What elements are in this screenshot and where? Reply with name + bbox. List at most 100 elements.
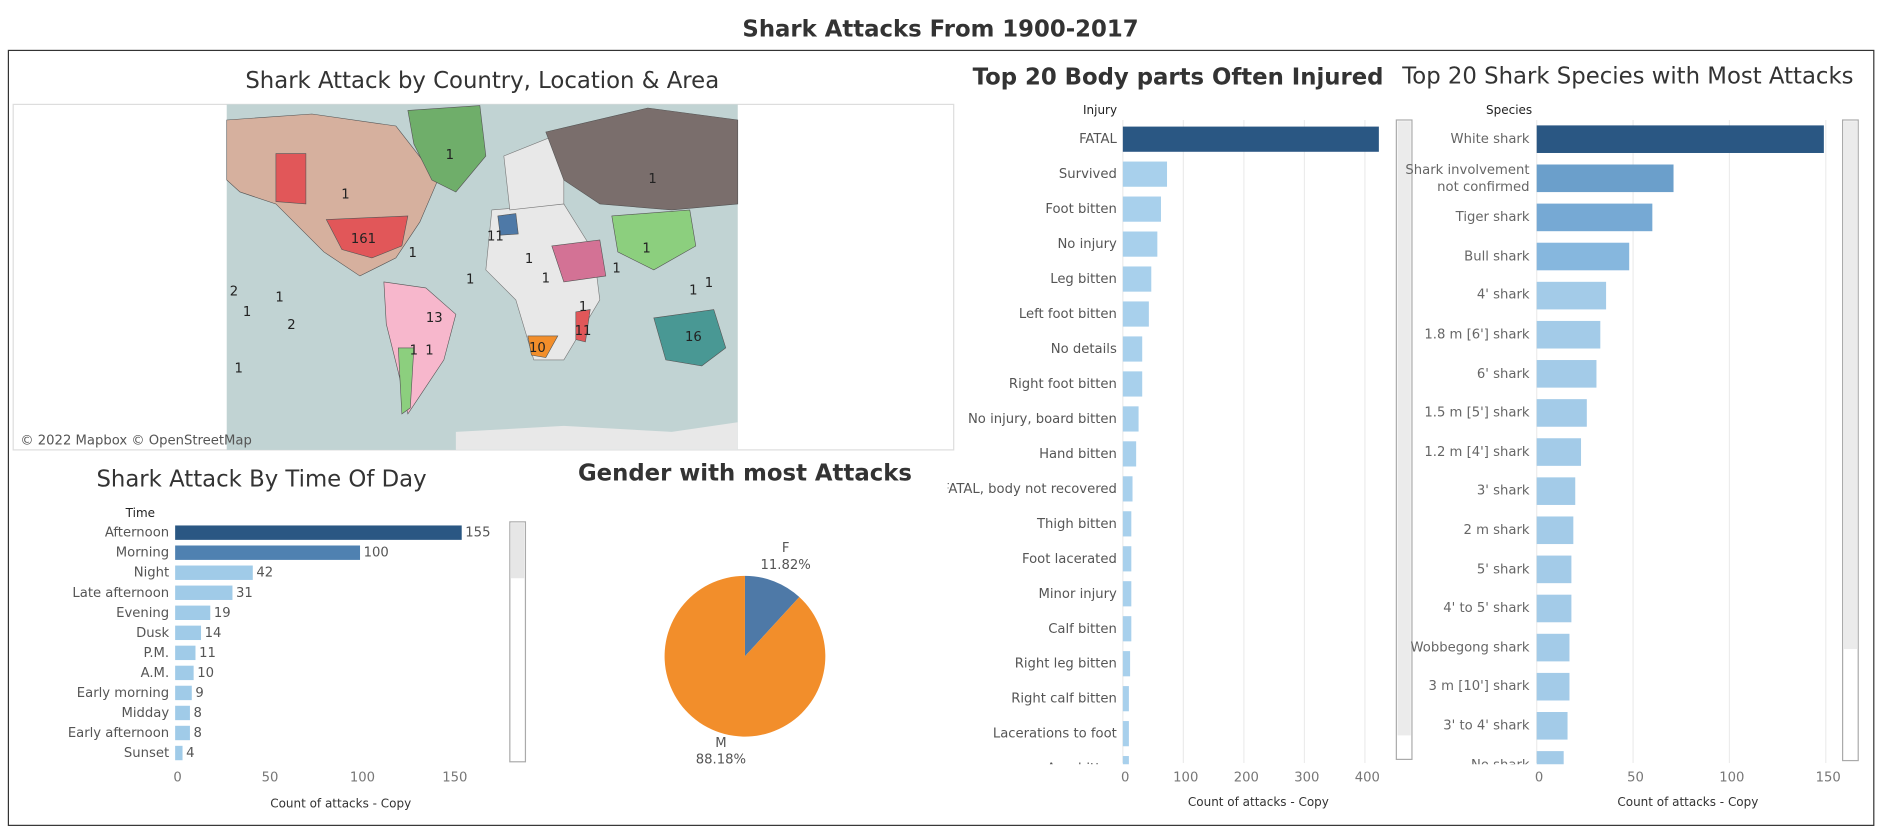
bar	[1536, 438, 1582, 466]
bar	[1536, 360, 1597, 388]
bar	[175, 565, 253, 580]
category-label: No shark	[1470, 756, 1530, 773]
map-label: 10	[529, 341, 546, 356]
scrollbar-thumb[interactable]	[511, 523, 525, 579]
map-label: 1	[542, 271, 550, 286]
category-label: A.M.	[141, 666, 170, 681]
category-label-box: 1.2 m [4'] shark	[1424, 444, 1529, 460]
category-label-box: 4' to 5' shark	[1443, 600, 1529, 616]
category-label: 6' shark	[1476, 365, 1530, 382]
plot-area: FATAL Survived Foot bitten No injury Leg bit…	[948, 126, 1379, 777]
map-label: 1	[410, 343, 418, 358]
x-axis-title: Count of attacks - Copy	[1617, 795, 1758, 809]
slice-value: 11.82%	[761, 558, 811, 573]
category-label: 3 m [10'] shark	[1428, 678, 1530, 694]
bar	[1122, 651, 1131, 677]
category-label: 3' to 4' shark	[1443, 717, 1530, 733]
y-axis-header: Species	[1486, 103, 1532, 117]
category-label-box: Shark involvement not confirmed	[1405, 161, 1530, 194]
category-label-box: Bull shark	[1464, 248, 1529, 264]
bar	[1122, 406, 1139, 432]
bar	[175, 685, 192, 701]
category-label-box: 2 m shark	[1463, 522, 1529, 538]
value-label: 100	[364, 546, 389, 561]
category-label-box: 3' to 4' shark	[1443, 717, 1530, 733]
category-label-box: No shark	[1470, 756, 1530, 773]
bar	[1122, 336, 1143, 362]
category-label: Night	[134, 566, 169, 581]
bar	[1536, 125, 1824, 153]
bar	[1122, 196, 1161, 222]
map-label: 1	[642, 241, 650, 256]
value-label: 4	[186, 746, 194, 761]
category-label: 3' shark	[1476, 482, 1530, 499]
x-tick-label: 100	[1173, 770, 1198, 785]
bar	[1536, 242, 1630, 271]
category-label: Leg bitten	[1050, 272, 1117, 287]
category-label: Morning	[116, 546, 169, 561]
category-label-box: 1.5 m [5'] shark	[1424, 404, 1530, 421]
map-label: 1	[612, 262, 620, 277]
category-label: Right foot bitten	[1009, 377, 1117, 392]
bar	[175, 745, 183, 761]
map-label: 1	[235, 361, 243, 376]
bar	[1536, 751, 1564, 765]
bar	[1536, 555, 1572, 584]
bar	[1122, 686, 1129, 712]
bar	[1122, 231, 1158, 257]
bar	[1536, 203, 1653, 232]
category-label-box: 6' shark	[1476, 365, 1530, 382]
scrollbar-thumb[interactable]	[1843, 121, 1858, 650]
value-label: 8	[194, 726, 202, 741]
category-label: 1.5 m [5'] shark	[1424, 404, 1530, 421]
category-label: White shark	[1450, 130, 1530, 147]
category-label: Calf bitten	[1048, 622, 1117, 637]
bar	[175, 585, 233, 600]
map-label: 2	[230, 285, 238, 300]
category-label: Afternoon	[105, 526, 169, 541]
value-label: 42	[256, 566, 273, 581]
scrollbar[interactable]	[509, 521, 527, 763]
map-label: 1	[425, 343, 433, 358]
bar	[175, 725, 190, 741]
bar	[175, 605, 211, 620]
dashboard-title: Shark Attacks From 1900-2017	[742, 17, 1138, 43]
map-label: 11	[487, 229, 504, 244]
category-label: Late afternoon	[72, 586, 169, 601]
category-label: Foot bitten	[1045, 202, 1116, 217]
category-label-box: 3' shark	[1476, 482, 1530, 499]
bar	[1536, 164, 1674, 193]
category-label-box: 5' shark	[1477, 561, 1530, 577]
x-axis-title: Count of attacks - Copy	[1188, 795, 1329, 809]
category-label: Arm bitten	[1047, 762, 1117, 777]
category-label: FATAL	[1079, 132, 1117, 147]
category-label: Dusk	[136, 626, 169, 641]
bar	[1122, 301, 1149, 327]
bar	[1122, 161, 1168, 187]
pie-slice	[664, 575, 826, 737]
bar	[175, 545, 361, 560]
value-label: 11	[199, 646, 216, 661]
map-label: 1	[408, 246, 416, 261]
category-label: Left foot bitten	[1019, 307, 1117, 322]
bar	[1536, 477, 1576, 505]
x-tick-label: 100	[1719, 770, 1744, 785]
bar	[175, 645, 196, 661]
bar	[175, 625, 202, 641]
category-label: No injury	[1057, 237, 1117, 252]
scrollbar-thumb[interactable]	[1397, 121, 1411, 736]
category-label-box: 4' shark	[1477, 287, 1530, 303]
bar	[1122, 511, 1132, 537]
map-label: 1	[466, 273, 474, 288]
y-axis-header: Time	[125, 506, 155, 520]
category-label-box: White shark	[1450, 130, 1530, 147]
value-label: 31	[236, 586, 253, 601]
bar	[175, 525, 462, 540]
category-label: Right leg bitten	[1015, 657, 1117, 672]
category-label: Shark involvement not confirmed	[1405, 161, 1530, 194]
map-label: 161	[351, 232, 376, 247]
bar	[1536, 712, 1568, 740]
x-tick-label: 150	[442, 770, 467, 785]
bar	[175, 665, 194, 681]
